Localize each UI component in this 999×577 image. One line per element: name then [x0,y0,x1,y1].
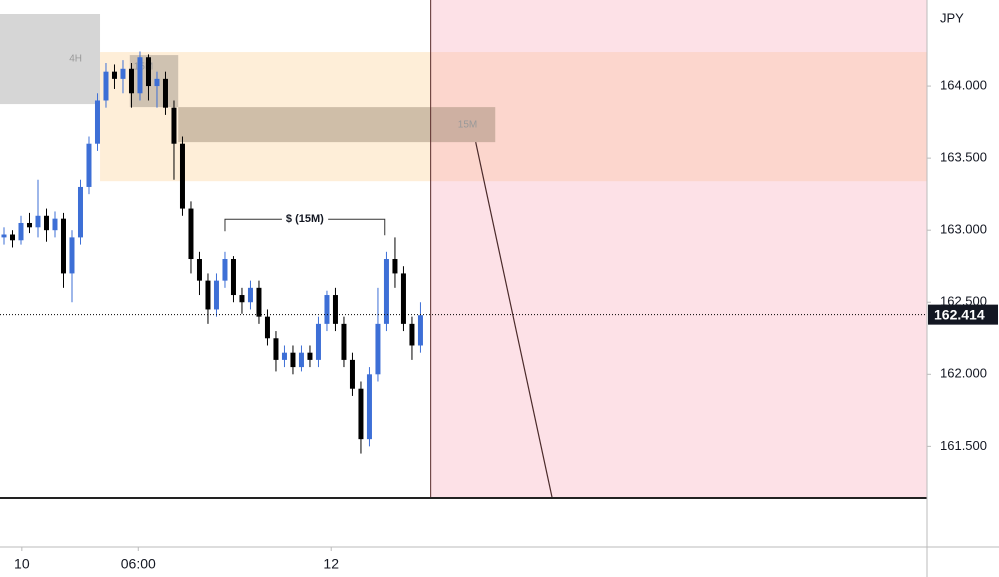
candle-body [290,352,296,368]
candle-body [247,287,253,303]
candle-body [18,222,24,241]
candle-body [307,352,313,360]
candle-body [349,359,355,389]
zone [178,107,496,143]
candle-body [230,259,236,296]
current-price-label: 162.414 [934,306,985,322]
candle-body [358,388,364,440]
candle-body [205,280,211,310]
candle-body [52,218,58,231]
candle-body [324,295,330,324]
candle-body [332,295,338,324]
current-price-box [928,304,998,325]
candle-body [196,259,202,281]
candle-body [111,71,117,79]
candle-body [1,234,7,238]
candle-body [400,273,406,324]
candle-body [375,323,381,375]
candle-body [9,234,15,241]
candle-body [264,316,270,339]
candle-body [281,352,287,360]
candle-body [239,295,245,303]
candle-body [179,143,185,209]
zone-label: 15M [134,62,153,73]
candle-body [341,323,347,360]
candle-body [137,57,143,94]
candle-body [162,78,168,108]
zone-label: 4H [69,54,82,65]
candle-body [60,218,66,274]
zone [0,14,101,105]
y-tick-label: 164.000 [940,78,987,93]
candle-body [392,259,398,274]
candle-body [120,68,126,79]
annotation-bg [281,213,329,226]
x-tick-label: 12 [323,556,339,572]
candle-body [188,208,194,260]
zone [100,52,928,182]
candle-body [35,215,41,228]
candle-body [298,352,304,368]
candle-body [273,338,279,360]
candle-body [94,100,100,144]
candle-body [383,259,389,324]
currency-label: JPY [940,10,964,25]
y-tick-label: 162.000 [940,366,987,381]
candle-body [417,315,423,346]
candle-body [77,186,83,238]
candle-body [366,374,372,440]
zone [430,0,927,498]
annotation-text: $ (15M) [286,213,324,225]
x-tick-label: 10 [14,556,30,572]
candle-body [256,287,262,317]
y-tick-label: 163.500 [940,150,987,165]
zone-label: 15M [458,119,477,130]
candle-body [43,215,49,231]
candle-body [213,280,219,310]
candle-body [86,143,92,187]
y-tick-label: 161.500 [940,438,987,453]
candle-body [103,71,109,101]
candle-body [26,222,32,228]
candle-body [145,57,151,87]
candle-body [315,323,321,360]
candle-body [409,323,415,346]
projection-line [475,142,553,499]
candle-body [154,78,160,87]
candle-body [171,107,177,144]
candle-body [128,68,134,94]
candle-body [69,237,75,274]
candle-body [222,259,228,281]
y-tick-label: 163.000 [940,222,987,237]
x-tick-label: 06:00 [121,556,156,572]
